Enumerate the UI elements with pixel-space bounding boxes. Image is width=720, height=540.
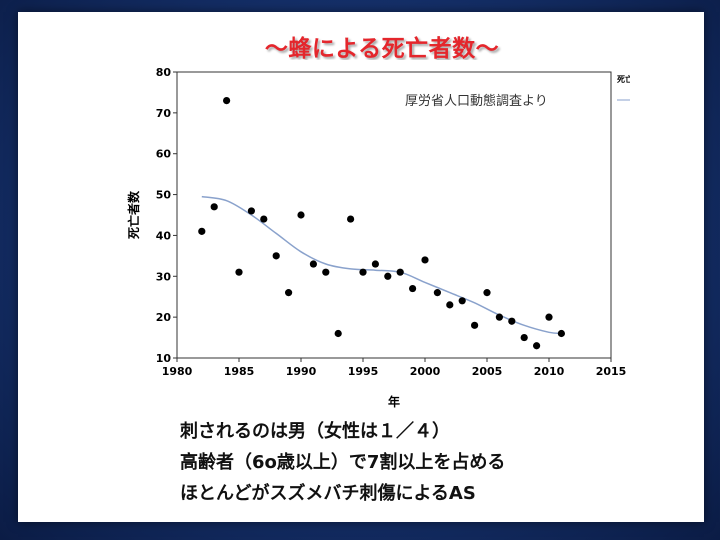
x-axis-ticks: 1980 1985 1990 1995 2000 2005 2010 2015	[162, 358, 627, 378]
data-point	[458, 297, 466, 305]
title-box: ～蜂による死亡者数～	[234, 26, 530, 66]
source-annotation: 厚労省人口動態調査より	[405, 93, 548, 109]
plot-frame	[176, 71, 612, 359]
y-tick-label: 60	[156, 148, 172, 161]
legend-label: 死亡	[616, 74, 630, 84]
x-tick-label: 2010	[534, 365, 565, 378]
y-tick-label: 30	[156, 270, 172, 283]
data-point	[285, 289, 293, 297]
data-point	[309, 260, 317, 268]
data-point	[384, 272, 392, 280]
data-point	[508, 317, 516, 325]
data-point	[421, 256, 429, 264]
data-point	[322, 268, 330, 276]
trend-line	[201, 195, 562, 335]
y-tick-label: 10	[156, 352, 172, 365]
points-layer	[198, 97, 565, 350]
x-axis-label: 年	[388, 394, 400, 409]
data-point	[272, 252, 280, 260]
y-tick-label: 20	[156, 311, 172, 324]
data-point	[297, 211, 305, 219]
x-tick-label: 1985	[224, 365, 255, 378]
data-point	[235, 268, 243, 276]
data-point	[520, 333, 528, 342]
data-point	[359, 268, 367, 276]
x-tick-label: 1990	[286, 365, 317, 378]
slide: ～蜂による死亡者数～ 1980 1985 1990 1995 2000 2005 2010 2…	[18, 12, 704, 522]
data-point	[334, 329, 342, 338]
data-point	[347, 215, 355, 223]
data-point	[483, 289, 491, 297]
data-point	[545, 313, 553, 321]
x-tick-label: 2000	[410, 365, 441, 378]
data-point	[210, 203, 218, 211]
y-tick-label: 70	[156, 107, 172, 120]
y-tick-label: 80	[156, 66, 172, 79]
trend-layer	[201, 195, 562, 335]
data-point	[371, 260, 379, 268]
scatter-chart: 1980 1985 1990 1995 2000 2005 2010 2015 10 20 30 4…	[126, 66, 630, 409]
y-axis-label: 死亡者数	[126, 190, 141, 239]
chart-area: 1980 1985 1990 1995 2000 2005 2010 2015 10 20 30 4…	[118, 60, 630, 412]
x-tick-label: 2005	[472, 365, 503, 378]
data-point	[533, 342, 541, 350]
data-point	[471, 321, 479, 329]
data-point	[396, 268, 404, 276]
notes: 刺されるのは男（女性は１／４） 高齢者（6o歳以上）で7割以上を占める ほとんど…	[180, 416, 505, 509]
x-tick-label: 2015	[596, 365, 627, 378]
x-tick-label: 1995	[348, 365, 379, 378]
data-point	[433, 289, 441, 297]
data-point	[557, 329, 565, 338]
data-point	[198, 227, 206, 235]
data-point	[260, 215, 268, 223]
note-line-2: 高齢者（6o歳以上）で7割以上を占める	[180, 452, 506, 473]
y-axis-ticks: 10 20 30 40 50 60 70 80	[156, 66, 177, 365]
data-point	[495, 313, 503, 321]
data-point	[223, 97, 231, 105]
note-line-1: 刺されるのは男（女性は１／４）	[180, 421, 450, 442]
y-tick-label: 40	[156, 229, 172, 242]
slide-title: ～蜂による死亡者数～	[264, 36, 500, 62]
data-point	[409, 284, 417, 293]
data-point	[247, 207, 255, 215]
data-point	[446, 301, 454, 309]
x-tick-label: 1980	[162, 365, 193, 378]
note-line-3: ほとんどがスズメバチ刺傷によるAS	[180, 483, 476, 504]
y-tick-label: 50	[156, 189, 172, 202]
